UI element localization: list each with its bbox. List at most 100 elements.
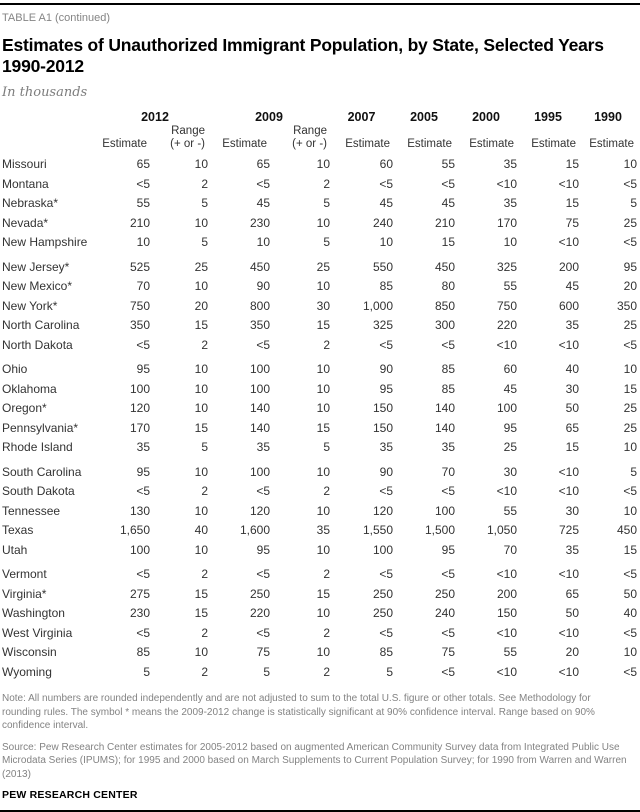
cell-value: 30 [316, 298, 330, 313]
cell-value: 10 [623, 362, 637, 376]
cell-value: <5 [441, 664, 455, 679]
cell-value: 10 [194, 503, 208, 518]
cell-value: 150 [372, 420, 393, 435]
cell-value: 550 [372, 259, 393, 274]
table-row: Oklahoma 100 10 100 10 95 85 45 30 15 [2, 380, 637, 400]
table-row: North Carolina 350 15 350 15 325 300 220 35 25 [2, 316, 637, 336]
cell-value: <5 [623, 337, 637, 352]
cell-value: <10 [558, 484, 579, 498]
table-row: Utah 100 10 95 10 100 95 70 35 15 [2, 541, 637, 561]
cell-value: 2 [323, 337, 330, 352]
cell-value: 75 [441, 645, 455, 659]
cell-value: 1,000 [362, 298, 393, 313]
cell-value: <5 [136, 567, 150, 581]
state-group: South Carolina 95 10 100 10 90 70 30 <10 5 South D… [2, 458, 637, 561]
state-group: Missouri 65 10 65 10 60 55 35 15 10 Montana <5 2 <5 2 <… [2, 155, 637, 253]
cell-value: 45 [503, 381, 517, 396]
cell-value: <10 [496, 664, 517, 679]
table-row: New Mexico* 70 10 90 10 85 80 55 45 20 [2, 277, 637, 297]
cell-value: 15 [194, 606, 208, 620]
cell-value: 95 [623, 259, 637, 274]
col-header-estimate: Estimate [407, 138, 452, 150]
cell-value: <5 [623, 235, 637, 249]
cell-value: 2 [323, 176, 330, 191]
cell-value: 95 [379, 381, 393, 396]
cell-state: South Dakota [2, 484, 75, 498]
cell-value: 200 [496, 586, 517, 601]
pew-research-center-wordmark: PEW RESEARCH CENTER [2, 789, 138, 801]
col-header-year-2007: 2007 [347, 110, 376, 124]
cell-value: 250 [372, 586, 393, 601]
cell-value: 350 [129, 318, 150, 332]
cell-value: 2 [201, 176, 208, 191]
table-row: New Hampshire 10 5 10 5 10 15 10 <10 <5 [2, 233, 637, 253]
cell-value: 10 [194, 279, 208, 293]
cell-value: 55 [503, 503, 517, 518]
cell-value: 325 [372, 318, 393, 332]
cell-value: <5 [379, 567, 393, 581]
cell-value: 50 [565, 401, 579, 415]
cell-value: 5 [201, 440, 208, 454]
cell-value: 65 [136, 157, 150, 171]
cell-state: South Carolina [2, 464, 82, 479]
cell-value: 15 [194, 420, 208, 435]
table-header: 2012 2009 2007 2005 2000 1995 1990 Estim… [2, 110, 637, 155]
cell-value: 525 [129, 259, 150, 274]
col-header-estimate: Estimate [222, 138, 267, 150]
cell-value: 15 [194, 318, 208, 332]
cell-value: 240 [434, 606, 455, 620]
cell-value: <10 [496, 176, 517, 191]
cell-value: 10 [194, 401, 208, 415]
corner-cell [2, 125, 102, 155]
cell-value: 250 [434, 586, 455, 601]
cell-value: 140 [249, 401, 270, 415]
cell-value: 450 [249, 259, 270, 274]
cell-value: 80 [441, 279, 455, 293]
cell-value: 95 [136, 362, 150, 376]
cell-value: <5 [379, 484, 393, 498]
cell-value: 55 [503, 645, 517, 659]
cell-value: 2 [323, 484, 330, 498]
cell-value: 15 [623, 381, 637, 396]
col-header-year-2012: 2012 [141, 110, 169, 124]
cell-value: 170 [129, 420, 150, 435]
cell-state: Texas [2, 523, 34, 537]
cell-value: <5 [623, 176, 637, 191]
cell-value: 40 [194, 523, 208, 537]
cell-value: 90 [379, 464, 393, 479]
col-header-estimate: Estimate [589, 138, 634, 150]
cell-value: 20 [194, 298, 208, 313]
table-row: Wyoming 5 2 5 2 5 <5 <10 <10 <5 [2, 663, 637, 683]
cell-value: 30 [503, 464, 517, 479]
cell-value: 30 [565, 381, 579, 396]
measure-header-row: Estimate Range (+ or -) Estimate Range (… [2, 125, 637, 155]
cell-value: 90 [379, 362, 393, 376]
cell-value: 250 [249, 586, 270, 601]
cell-value: 15 [623, 542, 637, 557]
cell-value: 70 [136, 279, 150, 293]
cell-value: <5 [623, 625, 637, 640]
cell-value: 100 [249, 381, 270, 396]
cell-value: 10 [194, 362, 208, 376]
cell-value: 45 [256, 196, 270, 210]
cell-value: 450 [616, 523, 637, 537]
state-group: Vermont <5 2 <5 2 <5 <5 <10 <10 <5 Virginia* 275 15 2… [2, 560, 637, 682]
cell-value: 25 [623, 420, 637, 435]
source-text: Source: Pew Research Center estimates fo… [2, 741, 627, 780]
col-header-estimate: Estimate [102, 138, 147, 150]
cell-state: Oregon* [2, 401, 47, 415]
cell-value: 15 [316, 420, 330, 435]
cell-value: 95 [503, 420, 517, 435]
table-row: Wisconsin 85 10 75 10 85 75 55 20 10 [2, 643, 637, 663]
page-title: Estimates of Unauthorized Immigrant Popu… [2, 35, 604, 76]
cell-value: 750 [496, 298, 517, 313]
cell-value: 2 [323, 625, 330, 640]
cell-state: New Hampshire [2, 235, 88, 249]
cell-value: 275 [129, 586, 150, 601]
cell-value: 95 [441, 542, 455, 557]
cell-state: Montana [2, 176, 49, 191]
cell-value: <5 [136, 625, 150, 640]
cell-value: <10 [558, 464, 579, 479]
cell-value: 130 [129, 503, 150, 518]
cell-state: Pennsylvania* [2, 420, 79, 435]
